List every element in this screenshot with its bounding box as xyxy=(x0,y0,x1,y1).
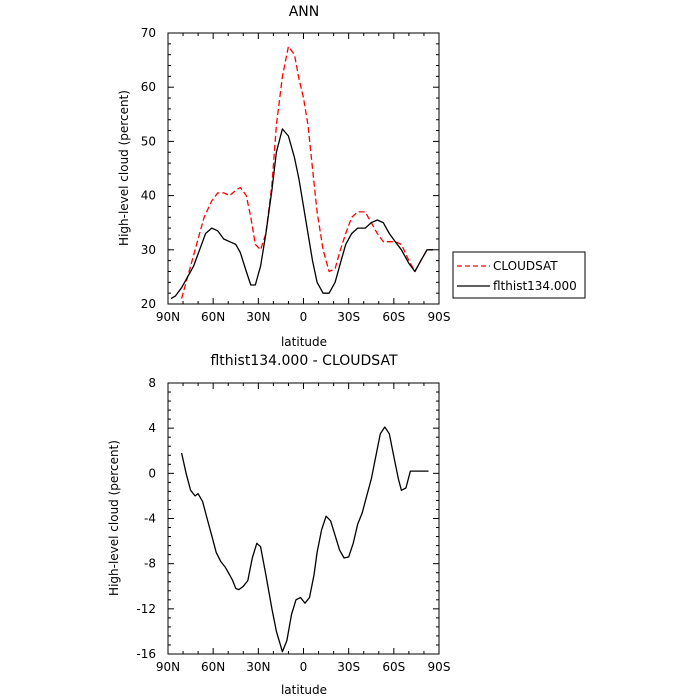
top-x-axis-label: latitude xyxy=(281,335,327,349)
bottom-y-tick-label: -12 xyxy=(136,602,156,616)
top-chart-title: ANN xyxy=(289,4,320,20)
top-x-tick-label: 30S xyxy=(337,310,360,324)
top-y-tick-label: 50 xyxy=(141,134,156,148)
bottom-x-tick-label: 0 xyxy=(300,660,308,674)
bottom-series-lines xyxy=(180,426,429,653)
bottom-y-tick-label: -16 xyxy=(136,647,156,661)
top-ticks: 90N 60N 30N 0 30S 60S 90S 20 30 40 50 60 70 xyxy=(141,26,451,324)
top-x-tick-label: 90S xyxy=(428,310,451,324)
bottom-ticks: 90N 60N 30N 0 30S 60S 90S -16 -12 -8 -4 0 4 8 xyxy=(136,376,450,674)
bottom-x-tick-label: 30N xyxy=(246,660,270,674)
bottom-x-tick-label: 30S xyxy=(337,660,360,674)
top-series-line-1 xyxy=(170,128,433,300)
top-y-tick-label: 70 xyxy=(141,26,156,40)
top-x-tick-label: 90N xyxy=(156,310,180,324)
top-x-tick-label: 0 xyxy=(300,310,308,324)
legend: CLOUDSAT flthist134.000 xyxy=(452,251,586,299)
top-series-lines xyxy=(170,45,433,300)
bottom-series-line-0 xyxy=(180,426,429,653)
bottom-panel: flthist134.000 - CLOUDSAT 90N 60N 30N 0 30S 6… xyxy=(107,353,450,697)
bottom-y-axis-label: High-level cloud (percent) xyxy=(107,440,121,596)
bottom-y-tick-label: 8 xyxy=(148,376,156,390)
bottom-plot-frame xyxy=(167,382,440,655)
top-x-tick-label: 60N xyxy=(201,310,225,324)
bottom-y-tick-label: 4 xyxy=(148,421,156,435)
bottom-y-tick-label: -4 xyxy=(144,512,156,526)
top-y-tick-label: 40 xyxy=(141,189,156,203)
top-x-tick-label: 30N xyxy=(246,310,270,324)
bottom-chart-title: flthist134.000 - CLOUDSAT xyxy=(210,353,397,369)
top-panel: ANN 90N 60N 30N 0 30S 60S 90S 20 30 40 50 60 70 lati… xyxy=(117,4,586,349)
bottom-y-tick-label: -8 xyxy=(144,557,156,571)
top-y-tick-label: 60 xyxy=(141,80,156,94)
legend-label-flthist: flthist134.000 xyxy=(493,279,577,293)
bottom-x-tick-label: 90S xyxy=(428,660,451,674)
top-y-tick-label: 20 xyxy=(141,297,156,311)
legend-frame xyxy=(452,251,586,299)
bottom-x-tick-label: 60S xyxy=(382,660,405,674)
top-y-axis-label: High-level cloud (percent) xyxy=(117,90,131,246)
legend-label-cloudsat: CLOUDSAT xyxy=(493,259,558,273)
top-y-tick-label: 30 xyxy=(141,243,156,257)
bottom-x-tick-label: 60N xyxy=(201,660,225,674)
top-series-line-0 xyxy=(180,45,433,299)
bottom-x-axis-label: latitude xyxy=(281,683,327,697)
bottom-x-tick-label: 90N xyxy=(156,660,180,674)
top-x-tick-label: 60S xyxy=(382,310,405,324)
bottom-y-tick-label: 0 xyxy=(148,466,156,480)
top-plot-frame xyxy=(167,32,440,305)
